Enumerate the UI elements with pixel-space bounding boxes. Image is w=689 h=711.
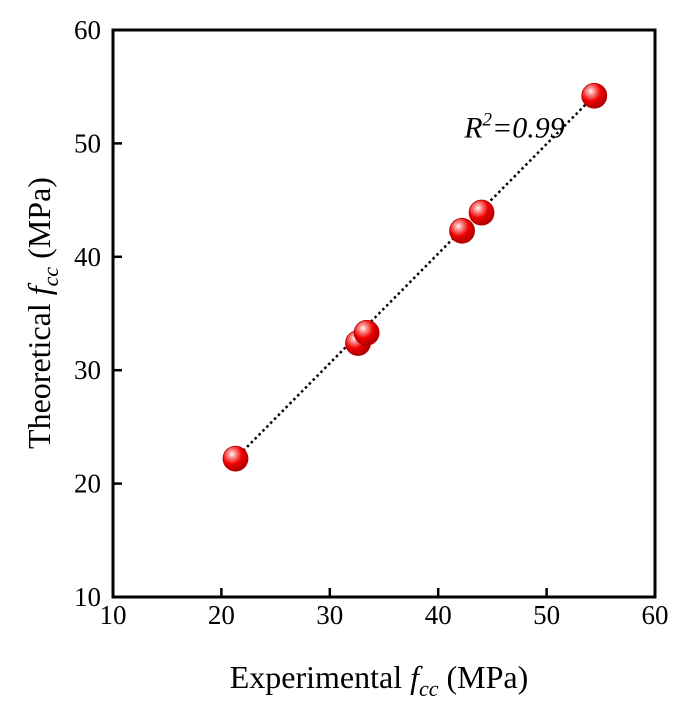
y-axis-title: Theoretical fcc (MPa) (21, 177, 63, 449)
y-tick-label: 40 (74, 242, 101, 272)
x-tick-label: 40 (425, 600, 452, 630)
r-squared-value: =0.99 (492, 112, 565, 145)
r-squared-base: R (463, 112, 482, 145)
x-tick-label: 50 (533, 600, 560, 630)
tick-layer: 10 20 30 40 50 60 10 20 30 40 50 60 (74, 15, 669, 630)
y-tick-label: 20 (74, 469, 101, 499)
x-tick-label: 20 (208, 600, 235, 630)
fit-layer (234, 94, 596, 460)
y-tick-label: 60 (74, 15, 101, 45)
x-tick-label: 10 (100, 600, 127, 630)
y-axis-title-prefix: Theoretical (21, 295, 57, 449)
data-point (581, 82, 608, 109)
data-point (353, 319, 380, 346)
y-tick-label: 50 (74, 128, 101, 158)
y-tick-label: 10 (74, 582, 101, 612)
x-axis-title-sub: cc (419, 676, 439, 701)
fit-line (234, 94, 596, 460)
r-squared-annotation: R2=0.99 (463, 110, 565, 145)
data-point (449, 217, 475, 244)
y-axis-title-suffix: (MPa) (21, 177, 57, 267)
x-tick-label: 30 (316, 600, 343, 630)
r-squared-sup: 2 (483, 110, 493, 131)
x-axis-title: Experimental fcc (MPa) (230, 659, 529, 701)
data-point (468, 199, 495, 226)
plot-frame (111, 28, 657, 599)
y-axis-title-sub: cc (38, 267, 63, 287)
data-point (222, 445, 249, 472)
x-axis-title-prefix: Experimental (230, 659, 410, 695)
points-layer (222, 82, 608, 472)
x-tick-label: 60 (642, 600, 669, 630)
y-tick-label: 30 (74, 355, 101, 385)
x-axis-title-suffix: (MPa) (439, 659, 529, 695)
